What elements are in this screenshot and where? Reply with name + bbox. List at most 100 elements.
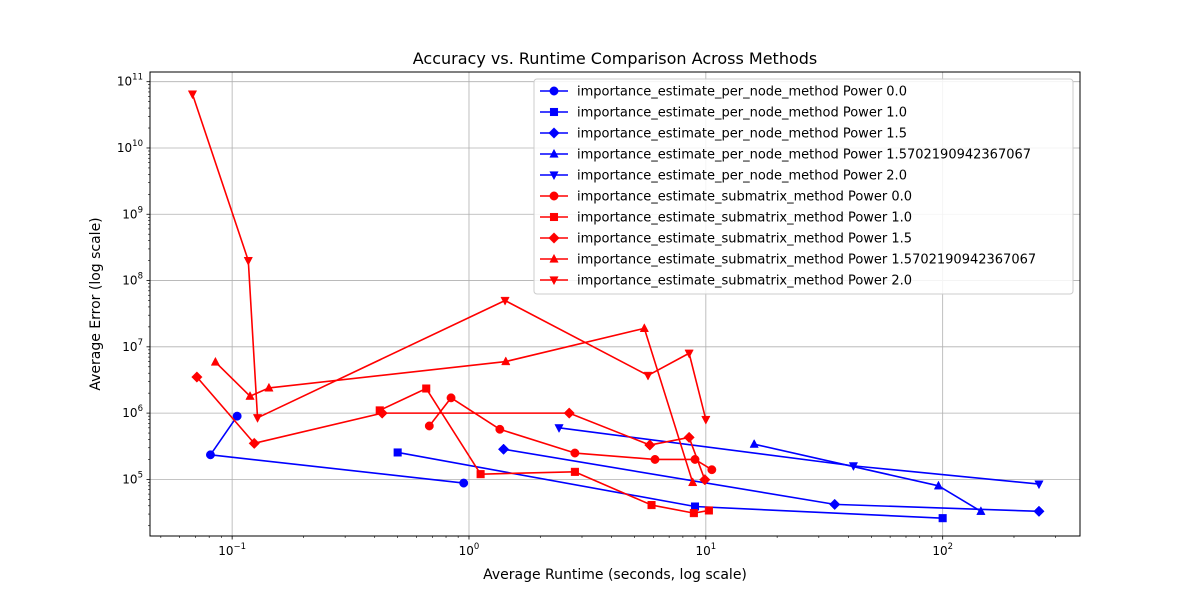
y-tick-label: 108: [122, 272, 143, 288]
legend-marker: [549, 107, 559, 117]
legend-item: importance_estimate_per_node_method Powe…: [540, 148, 1031, 163]
series-1: [393, 448, 947, 523]
series-6: [375, 384, 713, 518]
tick-layer: 10−1 100 101 102 105 106 107 108 109 1010 1011: [117, 73, 1056, 558]
x-tick-label: 100: [459, 542, 480, 558]
legend-label: importance_estimate_submatrix_method Pow…: [577, 232, 912, 247]
data-point: [1034, 480, 1044, 490]
legend-item: importance_estimate_submatrix_method Pow…: [540, 274, 912, 289]
data-point: [501, 356, 511, 366]
data-point: [446, 393, 456, 403]
x-tick-label: 101: [695, 542, 716, 558]
series-8: [210, 323, 698, 487]
series-line: [503, 448, 1039, 513]
data-point: [749, 439, 759, 448]
data-point: [497, 443, 510, 455]
data-point: [243, 256, 253, 266]
legend-marker: [549, 86, 559, 96]
data-point: [232, 411, 242, 421]
legend-label: importance_estimate_per_node_method Powe…: [577, 106, 907, 121]
legend-marker: [548, 232, 560, 244]
data-point: [191, 371, 203, 383]
chart-title: Accuracy vs. Runtime Comparison Across M…: [413, 49, 817, 68]
data-point: [707, 465, 717, 475]
data-point: [570, 448, 580, 458]
legend-item: importance_estimate_per_node_method Powe…: [540, 169, 907, 184]
legend-marker: [548, 127, 560, 139]
x-tick-label: 10−1: [218, 542, 246, 558]
data-point: [476, 470, 485, 479]
data-point: [683, 431, 695, 444]
legend-label: importance_estimate_per_node_method Powe…: [577, 85, 907, 100]
data-point: [424, 421, 434, 431]
data-point: [210, 356, 221, 366]
data-point: [829, 498, 841, 510]
series-5: [424, 393, 717, 475]
series-4: [554, 424, 1044, 490]
data-point: [570, 467, 579, 476]
y-tick-label: 109: [122, 205, 143, 221]
y-axis-label: Average Error (log scale): [88, 217, 104, 390]
y-tick-label: 107: [122, 338, 143, 354]
legend-item: importance_estimate_per_node_method Powe…: [540, 127, 907, 142]
data-point: [422, 384, 431, 393]
legend-label: importance_estimate_per_node_method Powe…: [577, 127, 907, 142]
data-point: [643, 371, 653, 381]
data-point: [563, 407, 575, 419]
series-line: [558, 427, 1040, 485]
data-point: [500, 296, 510, 306]
data-point: [252, 414, 263, 423]
data-point: [495, 424, 505, 434]
plot-frame: [149, 71, 1081, 537]
data-point: [699, 474, 711, 486]
legend-label: importance_estimate_submatrix_method Pow…: [577, 274, 912, 289]
data-point: [554, 424, 564, 433]
legend: importance_estimate_per_node_method Powe…: [533, 78, 1074, 295]
x-axis-label: Average Runtime (seconds, log scale): [483, 567, 747, 583]
data-point: [206, 450, 215, 460]
legend-item: importance_estimate_per_node_method Powe…: [540, 106, 907, 121]
data-point: [647, 501, 656, 510]
legend-label: importance_estimate_per_node_method Powe…: [577, 148, 1031, 163]
legend-marker: [549, 253, 559, 263]
data-point: [1033, 505, 1045, 517]
legend-item: importance_estimate_submatrix_method Pow…: [540, 232, 912, 247]
x-tick-label: 102: [932, 542, 953, 558]
data-point: [976, 506, 986, 515]
data-point: [393, 448, 402, 457]
series-2: [497, 443, 1045, 517]
legend-marker: [549, 212, 559, 222]
data-point: [650, 454, 660, 464]
series-0: [206, 411, 469, 488]
legend-label: importance_estimate_submatrix_method Pow…: [577, 211, 912, 226]
data-point: [938, 514, 947, 523]
data-point: [644, 439, 656, 451]
legend-label: importance_estimate_submatrix_method Pow…: [577, 253, 1036, 268]
series-3: [749, 439, 986, 515]
legend-box: [533, 78, 1074, 295]
data-point: [684, 349, 694, 359]
legend-marker: [549, 171, 559, 181]
legend-item: importance_estimate_submatrix_method Pow…: [540, 211, 912, 226]
legend-item: importance_estimate_submatrix_method Pow…: [540, 190, 912, 205]
data-point: [848, 462, 859, 472]
legend-marker: [549, 148, 559, 158]
legend-item: importance_estimate_submatrix_method Pow…: [540, 253, 1036, 268]
data-point: [264, 382, 274, 392]
data-point: [376, 407, 388, 419]
series-line: [214, 327, 694, 483]
legend-item: importance_estimate_per_node_method Powe…: [540, 85, 907, 100]
data-point: [245, 391, 255, 400]
legend-label: importance_estimate_per_node_method Powe…: [577, 169, 907, 184]
data-point: [248, 437, 260, 449]
data-point: [688, 477, 698, 487]
y-tick-label: 1010: [117, 139, 143, 155]
y-tick-label: 105: [122, 470, 143, 486]
data-point: [639, 323, 649, 332]
series-7: [191, 371, 711, 486]
series-9: [187, 90, 711, 425]
legend-marker: [549, 191, 559, 201]
data-point: [689, 509, 698, 518]
